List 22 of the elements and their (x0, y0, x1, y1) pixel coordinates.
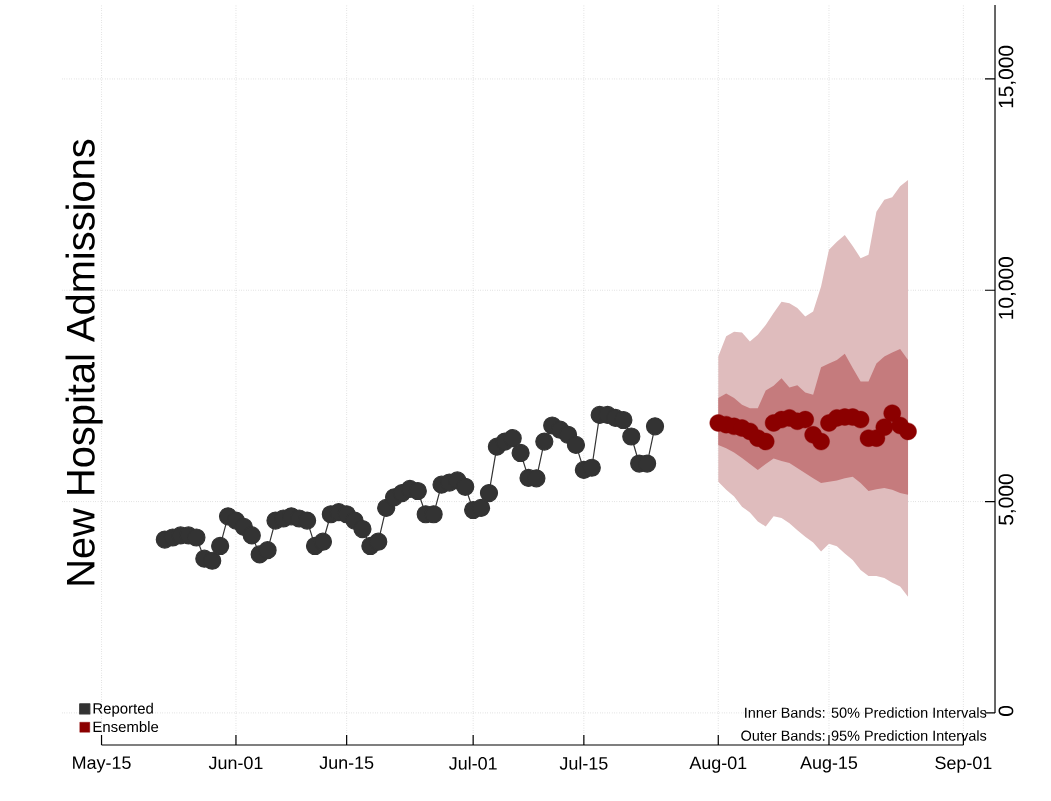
x-tick-label: Sep-01 (935, 756, 992, 773)
point (812, 432, 830, 451)
x-tick-label: Aug-15 (800, 756, 858, 773)
x-tick-label: Jun-15 (319, 756, 374, 770)
point (883, 404, 901, 422)
legend-label: Reported (93, 702, 153, 717)
x-tick-label: Jul-01 (449, 756, 497, 770)
y-tick-label: 15,000 (998, 45, 1016, 108)
legend-label: Ensemble (93, 721, 159, 733)
y-tick-label: 10,000 (998, 257, 1016, 319)
x-tick-label: Aug-01 (689, 756, 747, 773)
annotation: Outer Bands: 95% Prediction Intervals (741, 730, 987, 741)
y-axis-title: New Hospital Admissions (65, 139, 103, 585)
point (875, 418, 894, 436)
x-tick-label: Jul-15 (559, 756, 608, 770)
annotation: Inner Bands: 50% Prediction Intervals (745, 707, 987, 718)
point (757, 432, 775, 451)
y-tick-label: 0 (998, 705, 1014, 716)
x-tick-label: Jun-01 (208, 756, 263, 770)
y-tick-label: 5,000 (998, 474, 1016, 525)
point (899, 422, 917, 441)
x-tick-label: May-15 (73, 756, 131, 773)
